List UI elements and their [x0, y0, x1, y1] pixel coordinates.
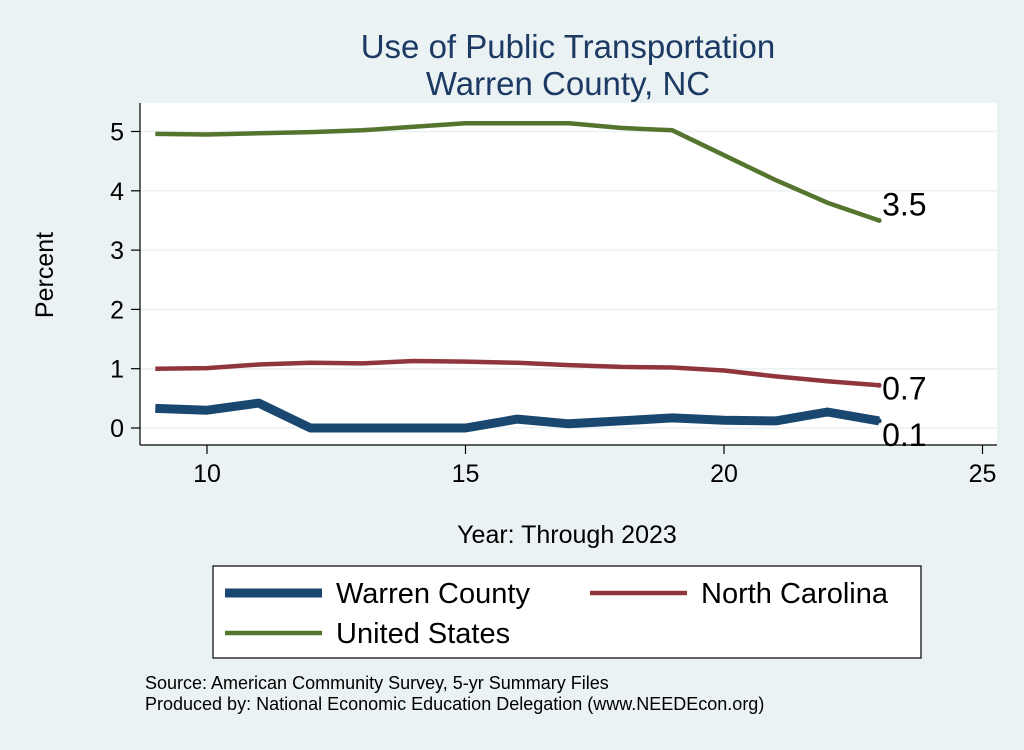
legend-label-united-states: United States: [336, 618, 510, 650]
legend-box: [212, 565, 922, 659]
chart-title: Use of Public Transportation: [361, 28, 776, 65]
y-axis-label: Percent: [31, 232, 59, 318]
x-tick-label: 20: [710, 460, 738, 488]
y-tick-label: 1: [110, 356, 124, 384]
series-end-labels: 3.5 0.7 0.1: [876, 186, 927, 453]
series-lines: [155, 120, 880, 433]
legend-items: Warren County North Carolina United States: [225, 578, 889, 650]
x-tick-label: 25: [969, 460, 997, 488]
y-tick-label: 4: [110, 178, 124, 206]
legend-label-north-carolina: North Carolina: [701, 578, 889, 610]
y-tick-label: 5: [110, 119, 124, 147]
y-axis-ticks: 0 1 2 3 4 5: [110, 119, 140, 443]
legend-label-warren-county: Warren County: [336, 578, 530, 610]
source-note: Source: American Community Survey, 5-yr …: [145, 673, 609, 693]
axes: [139, 103, 997, 446]
end-label-warren-county: 0.1: [882, 417, 926, 453]
series-line-north-carolina: [155, 358, 880, 388]
series-end-point: [876, 217, 882, 223]
end-label-north-carolina: 0.7: [882, 370, 926, 406]
produced-by-note: Produced by: National Economic Education…: [145, 694, 764, 714]
series-line-united-states: [155, 120, 880, 223]
end-label-united-states: 3.5: [882, 186, 926, 222]
series-line-warren-county: [155, 398, 880, 433]
x-axis-label: Year: Through 2023: [457, 521, 677, 549]
x-axis-ticks: 10 15 20 25: [193, 445, 996, 488]
x-tick-label: 15: [452, 460, 480, 488]
series-end-point: [876, 418, 882, 424]
y-tick-label: 2: [110, 296, 124, 324]
legend: Warren County North Carolina United States: [212, 565, 922, 659]
y-tick-label: 0: [110, 415, 124, 443]
y-tick-label: 3: [110, 237, 124, 265]
chart-subtitle: Warren County, NC: [426, 65, 710, 102]
x-tick-label: 10: [193, 460, 221, 488]
series-end-point: [876, 382, 882, 388]
plot-area: [140, 103, 997, 445]
